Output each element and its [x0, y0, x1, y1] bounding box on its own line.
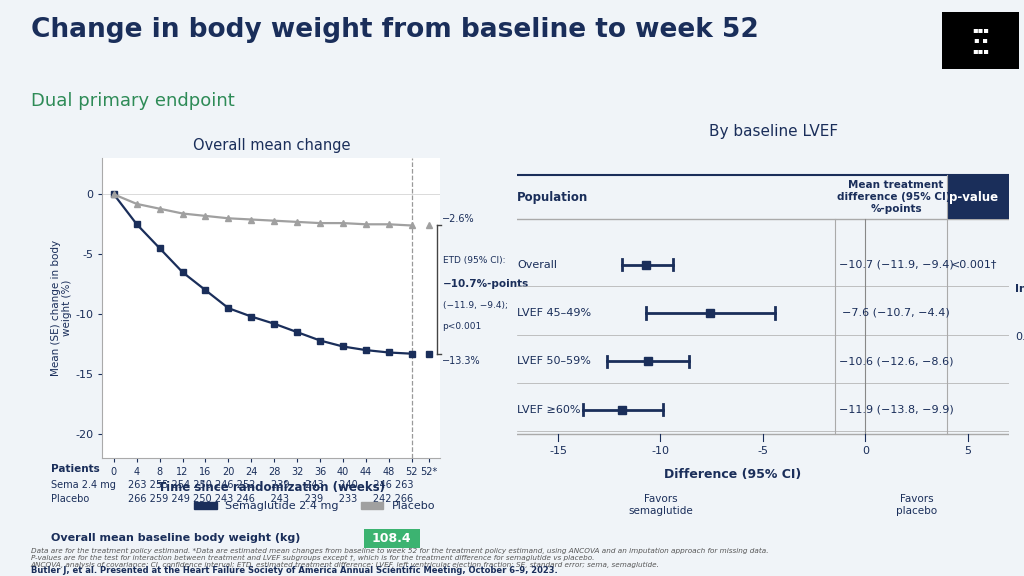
Text: Placebo: Placebo: [51, 494, 89, 504]
Text: −10.7%-points: −10.7%-points: [442, 279, 528, 289]
Text: Dual primary endpoint: Dual primary endpoint: [31, 92, 234, 110]
Text: ▪▪▪
▪ ▪
▪▪▪: ▪▪▪ ▪ ▪ ▪▪▪: [972, 25, 989, 55]
Text: 108.4: 108.4: [372, 532, 412, 545]
Text: −11.9 (−13.8, −9.9): −11.9 (−13.8, −9.9): [839, 404, 953, 415]
Text: ETD (95% CI):: ETD (95% CI):: [442, 256, 505, 265]
Text: (−11.9, −9.4);: (−11.9, −9.4);: [442, 301, 508, 310]
Text: LVEF ≥60%: LVEF ≥60%: [517, 404, 581, 415]
Text: 263 255 254 250 246 252     239     243     240     246 263: 263 255 254 250 246 252 239 243 240 246 …: [128, 480, 414, 490]
Text: Population: Population: [517, 191, 589, 203]
Text: Interaction:: Interaction:: [1015, 284, 1024, 294]
Text: Difference (95% CI): Difference (95% CI): [664, 468, 801, 480]
Text: Overall mean baseline body weight (kg): Overall mean baseline body weight (kg): [51, 533, 301, 543]
X-axis label: Time since randomization (weeks): Time since randomization (weeks): [158, 481, 385, 494]
Text: Change in body weight from baseline to week 52: Change in body weight from baseline to w…: [31, 17, 759, 43]
Text: 0: 0: [862, 446, 868, 456]
Text: -15: -15: [549, 446, 567, 456]
Text: 266 259 249 250 243 246     243     239     233     242 266: 266 259 249 250 243 246 243 239 233 242 …: [128, 494, 413, 504]
Text: p<0.001: p<0.001: [442, 321, 482, 331]
Text: ANCOVA, analysis of covariance; CI, confidence interval; ETD, estimated treatmen: ANCOVA, analysis of covariance; CI, conf…: [31, 562, 659, 568]
Text: Overall: Overall: [517, 260, 557, 270]
Text: LVEF 45–49%: LVEF 45–49%: [517, 308, 591, 318]
Legend: Semaglutide 2.4 mg, Placebo: Semaglutide 2.4 mg, Placebo: [189, 497, 440, 516]
Text: -10: -10: [651, 446, 670, 456]
Text: -5: -5: [758, 446, 768, 456]
Text: Favors
semaglutide: Favors semaglutide: [628, 494, 693, 516]
Text: Patients: Patients: [51, 464, 100, 473]
Text: <0.001†: <0.001†: [950, 260, 997, 270]
Text: LVEF 50–59%: LVEF 50–59%: [517, 357, 591, 366]
Text: −10.6 (−12.6, −8.6): −10.6 (−12.6, −8.6): [839, 357, 953, 366]
Text: Mean treatment
difference (95% CI),
%-points: Mean treatment difference (95% CI), %-po…: [838, 180, 954, 214]
Text: Sema 2.4 mg: Sema 2.4 mg: [51, 480, 116, 490]
Title: Overall mean change: Overall mean change: [193, 138, 350, 153]
Text: −7.6 (−10.7, −4.4): −7.6 (−10.7, −4.4): [842, 308, 950, 318]
Text: Butler J, et al. Presented at the Heart Failure Society of America Annual Scient: Butler J, et al. Presented at the Heart …: [31, 566, 557, 575]
Text: By baseline LVEF: By baseline LVEF: [709, 124, 838, 139]
Text: −2.6%: −2.6%: [442, 214, 475, 223]
Text: Data are for the treatment policy estimand. *Data are estimated mean changes fro: Data are for the treatment policy estima…: [31, 548, 768, 554]
Text: −10.7 (−11.9, −9.4): −10.7 (−11.9, −9.4): [839, 260, 953, 270]
Y-axis label: Mean (SE) change in body
weight (%): Mean (SE) change in body weight (%): [51, 240, 73, 376]
Text: p-value: p-value: [949, 191, 998, 203]
Bar: [947, 175, 1009, 219]
Text: 0.08: 0.08: [1015, 332, 1024, 342]
Text: Favors
placebo: Favors placebo: [896, 494, 937, 516]
Text: P-values are for the test for interaction between treatment and LVEF subgroups e: P-values are for the test for interactio…: [31, 555, 594, 561]
Text: −13.3%: −13.3%: [442, 356, 480, 366]
Text: 5: 5: [965, 446, 971, 456]
